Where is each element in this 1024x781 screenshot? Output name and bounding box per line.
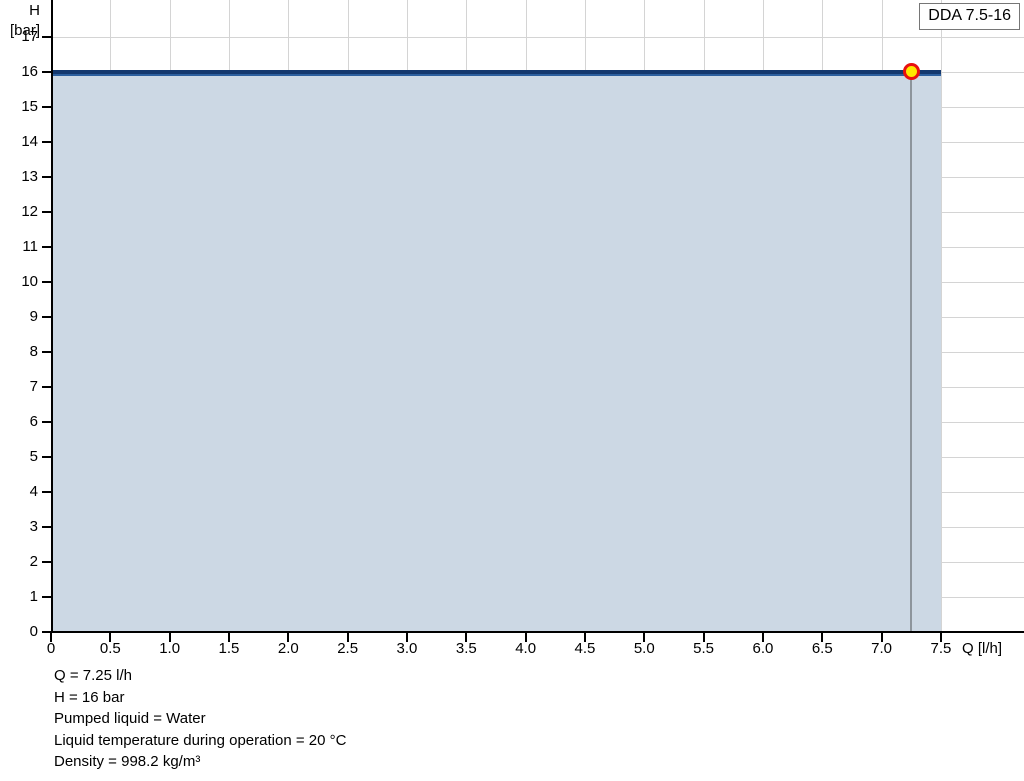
x-axis-tick bbox=[761, 633, 764, 642]
x-axis-tick-label: 3.0 bbox=[396, 640, 418, 657]
caption-line-2: H = 16 bar bbox=[54, 688, 125, 706]
x-axis-tick-label: 7.0 bbox=[871, 640, 893, 657]
x-axis-tick-label: 4.5 bbox=[574, 640, 596, 657]
legend-box: DDA 7.5-16 bbox=[919, 3, 1020, 30]
x-axis-tick bbox=[583, 633, 586, 642]
performance-curve[interactable] bbox=[51, 69, 941, 74]
y-axis-tick bbox=[42, 595, 51, 598]
x-axis-tick-label: 5.0 bbox=[633, 640, 655, 657]
x-axis-tick bbox=[168, 633, 171, 642]
y-axis-tick-label: 17 bbox=[21, 27, 38, 45]
y-axis-tick bbox=[42, 420, 51, 423]
x-axis-tick bbox=[346, 633, 349, 642]
x-axis-tick bbox=[880, 633, 883, 642]
caption-line-3: Pumped liquid = Water bbox=[54, 710, 206, 728]
y-axis-tick bbox=[42, 560, 51, 563]
y-axis-tick bbox=[42, 35, 51, 38]
caption-line-1: Q = 7.25 l/h bbox=[54, 667, 132, 684]
y-axis-tick-label: 1 bbox=[29, 587, 38, 605]
y-axis-tick bbox=[42, 350, 51, 353]
caption-block: Q = 7.25 l/h H = 16 bar Pumped liquid = Wa… bbox=[54, 665, 346, 773]
y-axis-tick-label: 0 bbox=[29, 623, 38, 640]
x-axis-tick bbox=[227, 633, 230, 642]
x-axis-tick-label: 5.5 bbox=[693, 640, 715, 657]
gridline-vertical bbox=[940, 0, 942, 632]
x-axis-tick-label: 3.5 bbox=[455, 640, 477, 657]
y-axis-tick bbox=[42, 175, 51, 178]
y-axis-tick bbox=[42, 385, 51, 388]
x-axis-tick-label: 7.5 bbox=[930, 640, 952, 657]
x-axis-tick bbox=[821, 633, 824, 642]
y-axis-tick-label: 15 bbox=[21, 97, 38, 115]
caption-line-5: Density = 998.2 kg/m³ bbox=[54, 753, 201, 771]
x-axis-tick bbox=[405, 633, 408, 642]
y-axis-tick bbox=[42, 245, 51, 248]
x-axis-tick bbox=[643, 633, 646, 642]
y-axis-tick bbox=[42, 210, 51, 213]
legend-label: DDA 7.5-16 bbox=[928, 7, 1011, 24]
y-axis-tick bbox=[42, 631, 51, 633]
x-axis-tick-label: 0 bbox=[46, 640, 56, 657]
x-axis-tick-label: 0.5 bbox=[99, 640, 121, 657]
duty-point-marker[interactable] bbox=[902, 63, 920, 81]
x-axis-tick-label: 6.5 bbox=[811, 640, 833, 657]
y-axis-tick-label: 2 bbox=[29, 552, 38, 570]
y-axis-tick bbox=[42, 490, 51, 493]
x-axis-tick-label: 1.5 bbox=[218, 640, 240, 657]
caption-line-4: Liquid temperature during operation = 20… bbox=[54, 731, 347, 749]
y-axis-tick bbox=[42, 315, 51, 318]
x-axis-tick bbox=[50, 633, 52, 642]
y-axis-line bbox=[51, 0, 53, 633]
y-axis-tick-label: 6 bbox=[29, 412, 38, 430]
x-axis-tick bbox=[465, 633, 468, 642]
y-axis-tick-label: 14 bbox=[21, 132, 38, 150]
y-axis-tick-label: 3 bbox=[29, 517, 38, 535]
x-axis-tick-label: 2.0 bbox=[277, 640, 299, 657]
x-axis-line bbox=[51, 631, 1024, 633]
y-axis-tick-label: 10 bbox=[21, 272, 38, 290]
x-axis-tick bbox=[287, 633, 290, 642]
x-axis-tick bbox=[524, 633, 527, 642]
y-axis-tick-label: 8 bbox=[29, 342, 38, 360]
y-axis-tick-label: 13 bbox=[21, 167, 38, 185]
y-axis-tick-label: 16 bbox=[21, 62, 38, 80]
x-axis-tick-label: 2.5 bbox=[337, 640, 359, 657]
x-axis-tick bbox=[939, 633, 942, 642]
x-axis-tick bbox=[702, 633, 705, 642]
y-axis-tick bbox=[42, 280, 51, 283]
x-axis-title: Q [l/h] bbox=[962, 640, 1003, 657]
x-axis-tick-label: 1.0 bbox=[159, 640, 181, 657]
y-axis-tick bbox=[42, 140, 51, 143]
performance-curve-highlight bbox=[51, 73, 941, 76]
y-axis-tick bbox=[42, 525, 51, 528]
duty-point-vertical-line bbox=[910, 71, 913, 632]
y-axis-tick-label: 12 bbox=[21, 202, 38, 220]
x-axis-tick-label: 6.0 bbox=[752, 640, 774, 657]
y-axis-tick-label: 5 bbox=[29, 447, 38, 465]
y-axis-title-line2: [bar] bbox=[9, 22, 40, 39]
performance-area-fill bbox=[51, 71, 941, 632]
y-axis-tick bbox=[42, 455, 51, 458]
y-axis-tick bbox=[42, 105, 51, 108]
x-axis-tick-label: 4.0 bbox=[515, 640, 537, 657]
y-axis-tick bbox=[42, 70, 51, 73]
y-axis-tick-label: 11 bbox=[22, 237, 38, 255]
y-axis-tick-label: 9 bbox=[29, 307, 38, 325]
x-axis-tick bbox=[109, 633, 112, 642]
gridline-horizontal bbox=[51, 36, 1024, 38]
y-axis-tick-label: 4 bbox=[29, 482, 38, 500]
y-axis-tick-label: 7 bbox=[29, 377, 38, 395]
y-axis-title-line1: H bbox=[29, 2, 40, 19]
